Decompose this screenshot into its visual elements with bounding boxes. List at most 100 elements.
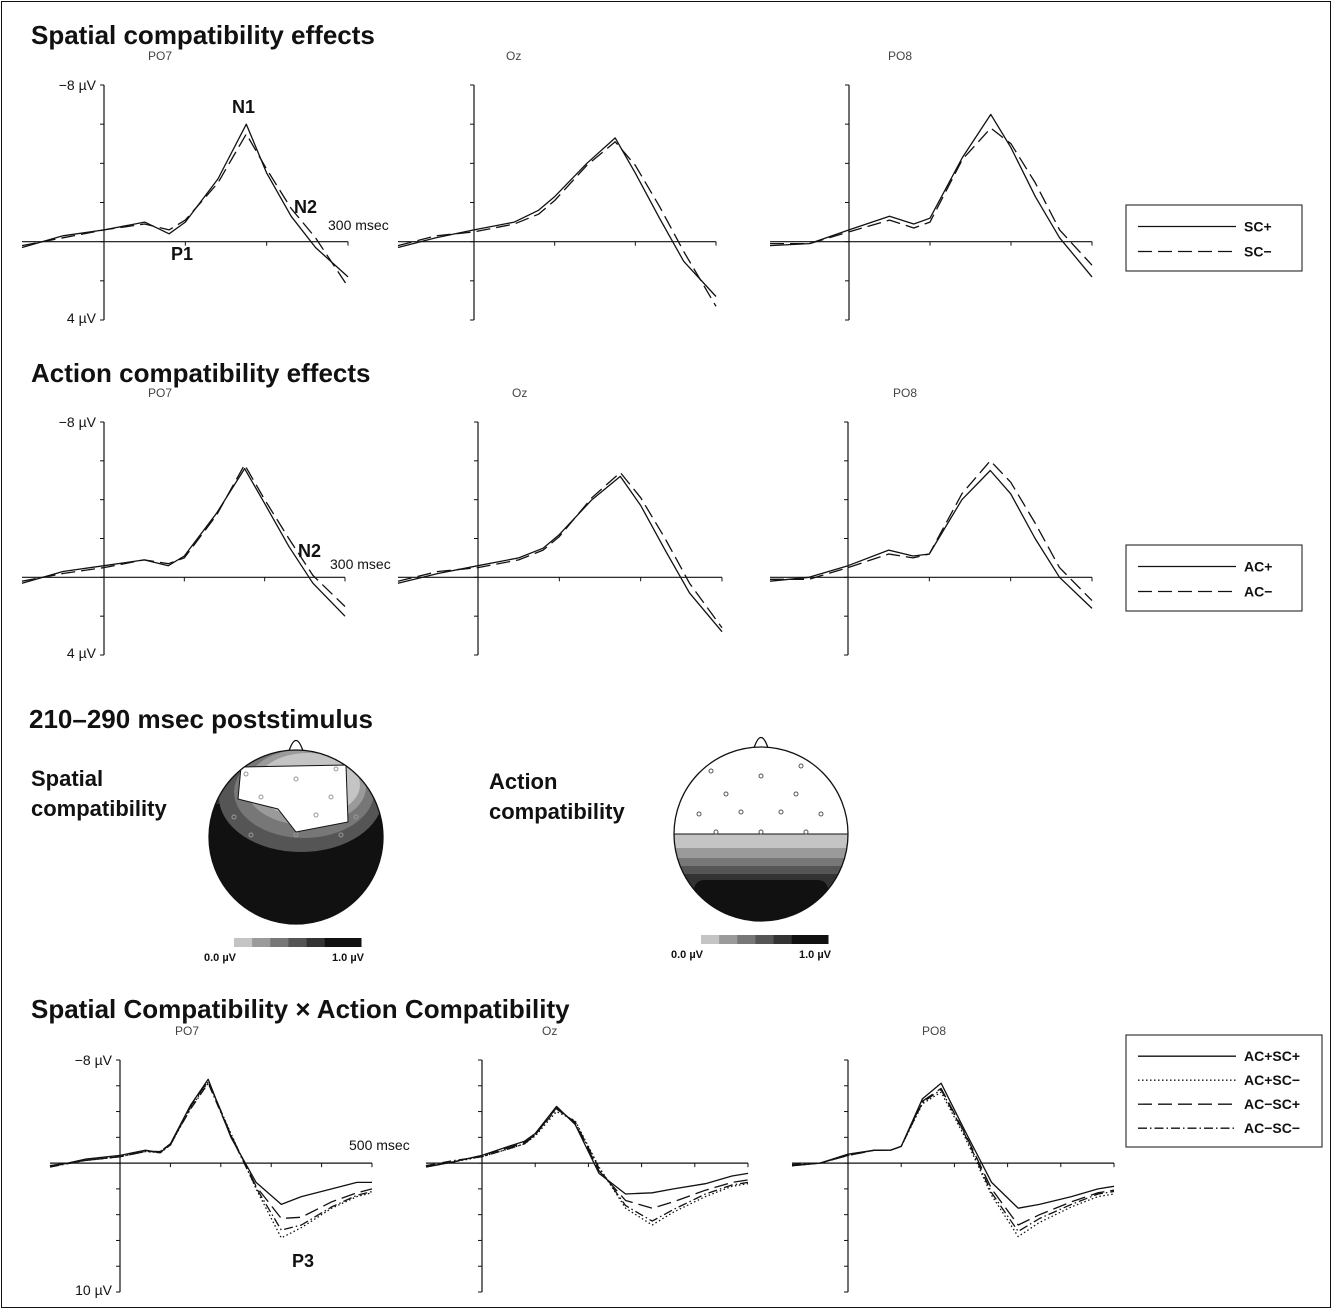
- series-line-SC+: [21, 123, 349, 278]
- electrode-dot: [273, 812, 279, 818]
- scale-swatch: [809, 935, 829, 944]
- legend: AC+SC+ AC+SC− AC−SC+ AC−SC−: [1125, 1034, 1323, 1148]
- scale-swatch: [288, 938, 308, 947]
- channel-label: PO7: [148, 49, 172, 63]
- legend-box: [1125, 544, 1303, 612]
- scale-swatch: [234, 938, 253, 947]
- erp-panel-PO8: PO8: [769, 386, 1093, 656]
- time-annotation: 300 msec: [330, 556, 391, 572]
- series-line-SC−: [770, 127, 1093, 266]
- electrode-dot: [696, 811, 702, 817]
- channel-label: PO8: [922, 1024, 946, 1038]
- legend-label: SC+: [1244, 219, 1272, 235]
- electrode-dot: [248, 832, 254, 838]
- erp-panels: PO7 −8 µV 4 µV Oz PO8 SC+ SC− PO7 −8 µV 4 µV Oz PO8…: [21, 49, 1323, 1298]
- series-line-SC+: [769, 113, 1093, 278]
- channel-label: Oz: [512, 386, 527, 400]
- scale-swatch: [737, 935, 756, 944]
- time-annotation: 300 msec: [328, 217, 389, 233]
- section-title-action: Action compatibility effects: [31, 358, 371, 388]
- channel-label: Oz: [506, 49, 521, 63]
- scale-swatch: [719, 935, 738, 944]
- legend-label: AC+SC+: [1244, 1048, 1300, 1064]
- nose-marker: [753, 736, 769, 749]
- channel-label: PO8: [888, 49, 912, 63]
- electrode-dot: [293, 832, 299, 838]
- peak-label-P3: P3: [292, 1251, 314, 1271]
- map-fill: [674, 747, 848, 921]
- series-line-AC−SC−: [49, 1082, 373, 1231]
- series-line-SC−: [397, 141, 717, 307]
- section-title-spatial: Spatial compatibility effects: [31, 20, 375, 50]
- peak-label-N1: N1: [232, 97, 255, 117]
- electrode-dot: [353, 814, 359, 820]
- topo-label-action-line1: Action: [489, 769, 557, 794]
- series-line-AC−: [770, 460, 1093, 602]
- y-bottom-label: 4 µV: [67, 645, 97, 661]
- series-line-AC+SC+: [49, 1078, 372, 1206]
- y-bottom-label: 10 µV: [75, 1282, 113, 1298]
- series-line-SC−: [21, 133, 349, 288]
- electrode-dot: [793, 791, 799, 797]
- erp-row-1: PO7 −8 µV 4 µV Oz PO8 AC+ AC−: [21, 386, 1303, 661]
- erp-row-2: PO7 −8 µV 10 µV Oz PO8 AC+SC+ AC+SC− AC−SC+ AC−S…: [49, 1024, 1323, 1298]
- series-line-AC+: [21, 467, 346, 617]
- nose-marker: [288, 739, 304, 752]
- series-line-AC+SC−: [49, 1081, 373, 1239]
- series-line-AC+SC−: [791, 1091, 1115, 1238]
- series-line-AC+: [397, 475, 723, 633]
- series-line-AC−: [397, 471, 723, 629]
- legend-label: AC−SC−: [1244, 1120, 1300, 1136]
- electrode-dot: [708, 768, 714, 774]
- series-line-AC−SC+: [49, 1079, 373, 1220]
- series-line-AC+: [769, 469, 1093, 609]
- electrode-dot: [738, 809, 744, 815]
- scale-swatch: [270, 938, 289, 947]
- electrode-dot: [338, 832, 344, 838]
- electrode-dot: [231, 814, 237, 820]
- head-outline: [673, 746, 849, 922]
- y-top-label: −8 µV: [59, 77, 97, 93]
- electrode-dot: [778, 809, 784, 815]
- legend: SC+ SC−: [1125, 204, 1303, 272]
- electrode-dot: [713, 829, 719, 835]
- topo-label-spatial-line2: compatibility: [31, 796, 167, 821]
- scale-swatch: [252, 938, 271, 947]
- electrode-dot: [258, 794, 264, 800]
- series-line-AC+SC+: [425, 1105, 749, 1195]
- electrode-dot: [313, 812, 319, 818]
- topo-map-spatial: 0.0 µV 1.0 µV: [204, 739, 384, 964]
- erp-row-0: PO7 −8 µV 4 µV Oz PO8 SC+ SC−: [21, 49, 1303, 326]
- scale-swatch: [324, 938, 344, 947]
- series-line-AC+SC−: [425, 1110, 749, 1226]
- peak-label-P1: P1: [171, 244, 193, 264]
- legend-label: SC−: [1244, 244, 1272, 260]
- erp-panel-Oz: Oz: [397, 49, 717, 321]
- topo-label-spatial-line1: Spatial: [31, 766, 103, 791]
- electrode-dot: [818, 811, 824, 817]
- electrode-dot: [758, 773, 764, 779]
- legend-label: AC−SC+: [1244, 1096, 1300, 1112]
- electrode-dot: [758, 829, 764, 835]
- electrode-dot: [803, 829, 809, 835]
- scale-swatch: [773, 935, 793, 944]
- scale-swatch: [306, 938, 326, 947]
- electrode-dot: [293, 776, 299, 782]
- topo-label-action-line2: compatibility: [489, 799, 625, 824]
- electrode-dot: [723, 791, 729, 797]
- erp-panel-Oz: Oz: [425, 1024, 749, 1293]
- series-line-AC−SC−: [425, 1108, 749, 1222]
- peak-label-N2: N2: [298, 541, 321, 561]
- series-line-SC+: [397, 137, 717, 297]
- contour-peak: [694, 880, 828, 921]
- channel-label: PO7: [148, 386, 172, 400]
- legend-box: [1125, 204, 1303, 272]
- section-title-topo: 210–290 msec poststimulus: [29, 704, 373, 734]
- series-line-AC−SC−: [791, 1088, 1115, 1233]
- head-outline: [208, 749, 384, 925]
- scale-swatch: [791, 935, 811, 944]
- erp-panel-Oz: Oz: [397, 386, 723, 656]
- scale-swatch: [755, 935, 775, 944]
- erp-panel-PO8: PO8: [769, 49, 1093, 321]
